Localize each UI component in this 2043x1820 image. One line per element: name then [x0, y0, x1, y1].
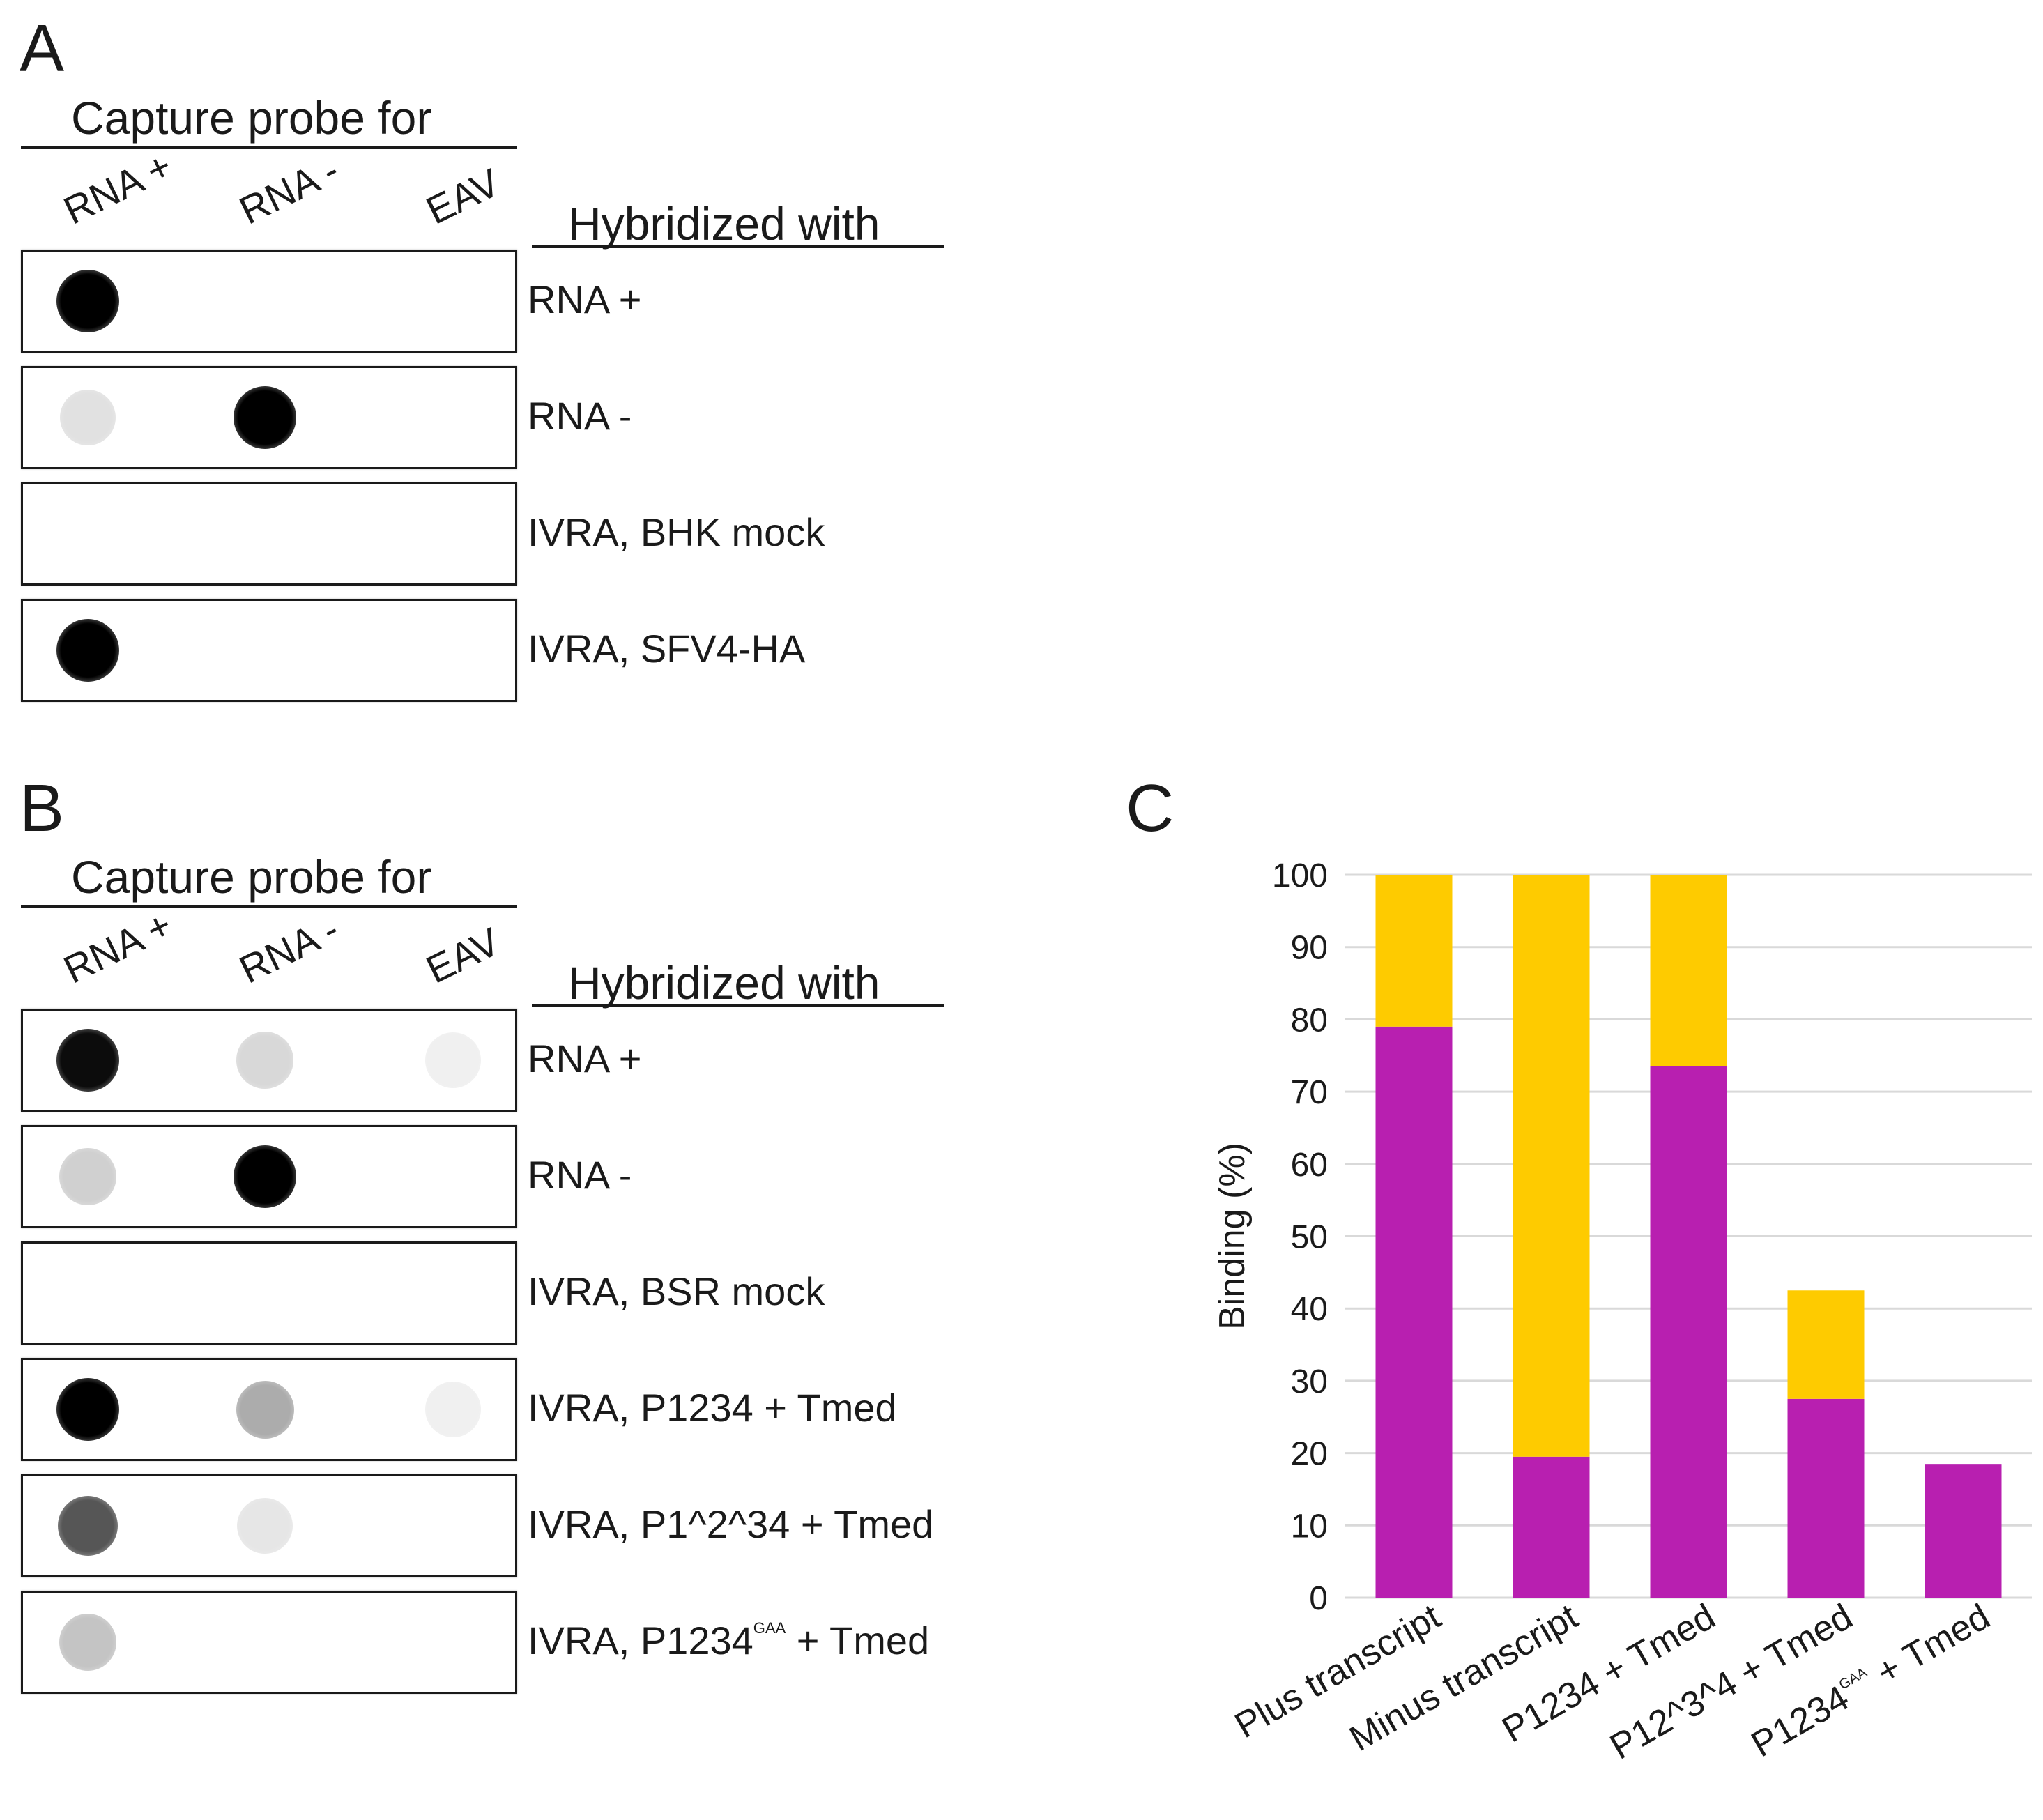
panel-b-row-label: IVRA, BSR mock	[528, 1272, 825, 1311]
panel-b-letter: B	[20, 771, 65, 846]
bar-segment	[1925, 1464, 2002, 1598]
bar-segment	[1650, 1066, 1727, 1598]
panel-b-blot-dot	[57, 1495, 118, 1557]
y-tick-label: 80	[1291, 1002, 1328, 1039]
panel-b-row-label: RNA -	[528, 1156, 632, 1195]
panel-b-row-label-text: IVRA, P1^2^34 + Tmed	[528, 1502, 934, 1546]
panel-a-row-label: IVRA, SFV4-HA	[528, 629, 805, 668]
panel-b-blot-dot	[424, 1381, 482, 1438]
y-tick-label: 70	[1291, 1074, 1328, 1111]
panel-b-blot-dot	[56, 1378, 119, 1441]
x-category-label: P12^3^4 + Tmed	[1603, 1596, 1859, 1767]
panel-b-row-label-superscript: GAA	[753, 1619, 786, 1637]
x-category-label-suffix: + Tmed	[1861, 1596, 1997, 1698]
x-category-label-text: Minus transcript	[1343, 1596, 1585, 1759]
panel-a-hybridized-rule	[532, 245, 944, 248]
bar-segment	[1375, 1026, 1453, 1598]
panel-b-row-label: IVRA, P1234GAA + Tmed	[528, 1621, 929, 1660]
panel-b-blot-dot	[236, 1497, 293, 1554]
x-category-label: P1234GAA + Tmed	[1745, 1596, 1996, 1765]
panel-b-row-label-text: IVRA, BSR mock	[528, 1269, 825, 1313]
panel-a-row-label: IVRA, BHK mock	[528, 513, 825, 552]
x-category-label: Minus transcript	[1343, 1596, 1585, 1759]
panel-a-row-label-text: IVRA, SFV4-HA	[528, 627, 806, 671]
y-tick-label: 20	[1291, 1436, 1328, 1473]
bar-segment	[1787, 1290, 1865, 1399]
y-tick-label: 30	[1291, 1363, 1328, 1400]
bar-segment	[1513, 875, 1590, 1457]
panel-b-blot-dot	[234, 1145, 296, 1208]
panel-b-blot-dot	[236, 1032, 293, 1089]
panel-a-blot-strip	[21, 482, 517, 586]
bar-segment	[1650, 875, 1727, 1066]
y-tick-label: 100	[1272, 857, 1328, 894]
bar-segment	[1513, 1456, 1590, 1598]
panel-a-row-label-text: IVRA, BHK mock	[528, 510, 825, 554]
panel-a-blot-dot	[234, 386, 296, 449]
panel-a-row-label-text: RNA +	[528, 277, 642, 321]
panel-b-row-label: RNA +	[528, 1039, 641, 1078]
panel-b-blot-dot	[56, 1029, 119, 1092]
bar-segment	[1375, 875, 1453, 1027]
panel-b-blot-dot	[236, 1380, 294, 1439]
panel-a-row-label-text: RNA -	[528, 394, 632, 438]
panel-b-row-label: IVRA, P1234 + Tmed	[528, 1389, 897, 1428]
y-tick-label: 90	[1291, 930, 1328, 967]
panel-a-blot-dot	[56, 619, 119, 682]
panel-b-blot-dot	[59, 1614, 116, 1671]
panel-b-row-label-text: RNA +	[528, 1037, 642, 1080]
panel-a-blot-dot	[59, 389, 116, 446]
panel-a-blot-dot	[56, 270, 119, 332]
y-tick-label: 0	[1309, 1580, 1328, 1617]
panel-b-row-label-suffix: + Tmed	[786, 1619, 930, 1662]
bar-segment	[1787, 1398, 1865, 1598]
panel-b-capture-rule	[21, 905, 517, 908]
panel-b-row-label-text: IVRA, P1234	[528, 1619, 753, 1662]
panel-a-row-label: RNA -	[528, 397, 632, 436]
panel-b-hybridized-rule	[532, 1004, 944, 1007]
panel-b-blot-dot	[59, 1148, 116, 1205]
panel-a-letter: A	[20, 11, 65, 86]
panel-b-row-label-text: RNA -	[528, 1153, 632, 1197]
y-tick-label: 40	[1291, 1291, 1328, 1328]
panel-b-capture-title: Capture probe for	[71, 851, 432, 903]
panel-a-capture-title: Capture probe for	[71, 92, 432, 144]
panel-b-blot-dot	[424, 1032, 482, 1089]
panel-a-row-label: RNA +	[528, 280, 641, 319]
x-category-label-text: P12^3^4 + Tmed	[1603, 1596, 1859, 1767]
panel-b-row-label-text: IVRA, P1234 + Tmed	[528, 1386, 897, 1430]
panel-b-blot-strip	[21, 1241, 517, 1345]
panel-b-hybridized-title: Hybridized with	[568, 957, 880, 1009]
x-category-label-text: P1234	[1745, 1678, 1855, 1765]
y-tick-label: 50	[1291, 1219, 1328, 1256]
panel-a-capture-rule	[21, 146, 517, 149]
panel-b-row-label: IVRA, P1^2^34 + Tmed	[528, 1505, 933, 1544]
y-tick-label: 10	[1291, 1508, 1328, 1545]
panel-a-hybridized-title: Hybridized with	[568, 198, 880, 250]
y-axis-title: Binding (%)	[1212, 1142, 1253, 1330]
y-tick-label: 60	[1291, 1147, 1328, 1184]
panel-c-letter: C	[1126, 771, 1174, 846]
